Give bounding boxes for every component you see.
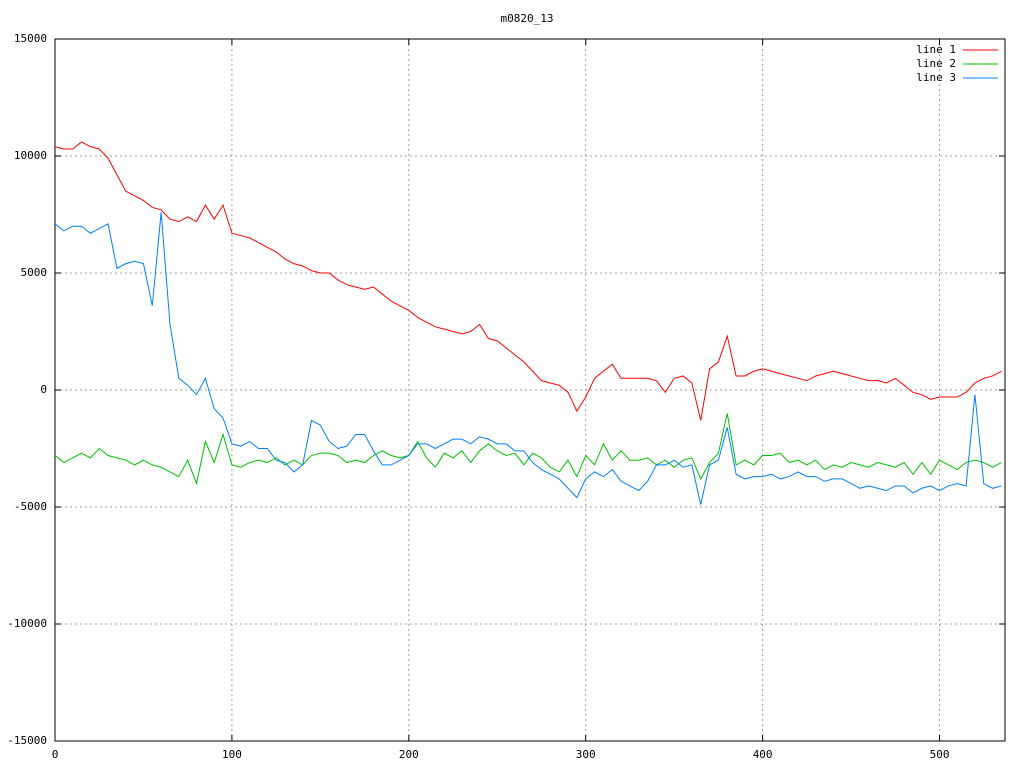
- legend-label: line 2: [916, 57, 956, 70]
- x-tick-label: 300: [576, 748, 596, 761]
- legend-label: line 3: [916, 71, 956, 84]
- line-series: [54, 212, 1002, 505]
- y-tick-label: 10000: [14, 149, 47, 162]
- legend-label: line 1: [916, 43, 956, 56]
- y-tick-label: 15000: [14, 32, 47, 45]
- y-tick-label: -5000: [14, 500, 47, 513]
- line-series: [54, 141, 1002, 421]
- x-tick-label: 200: [399, 748, 419, 761]
- y-tick-label: -10000: [7, 617, 47, 630]
- x-tick-label: 500: [930, 748, 950, 761]
- x-tick-label: 100: [222, 748, 242, 761]
- line-series: [54, 413, 1002, 486]
- x-tick-label: 0: [52, 748, 59, 761]
- chart-title: m0820_13: [501, 12, 554, 25]
- plot-border: [54, 38, 1006, 742]
- x-tick-label: 400: [753, 748, 773, 761]
- y-tick-label: 5000: [21, 266, 48, 279]
- y-tick-label: 0: [40, 383, 47, 396]
- y-tick-label: -15000: [7, 734, 47, 747]
